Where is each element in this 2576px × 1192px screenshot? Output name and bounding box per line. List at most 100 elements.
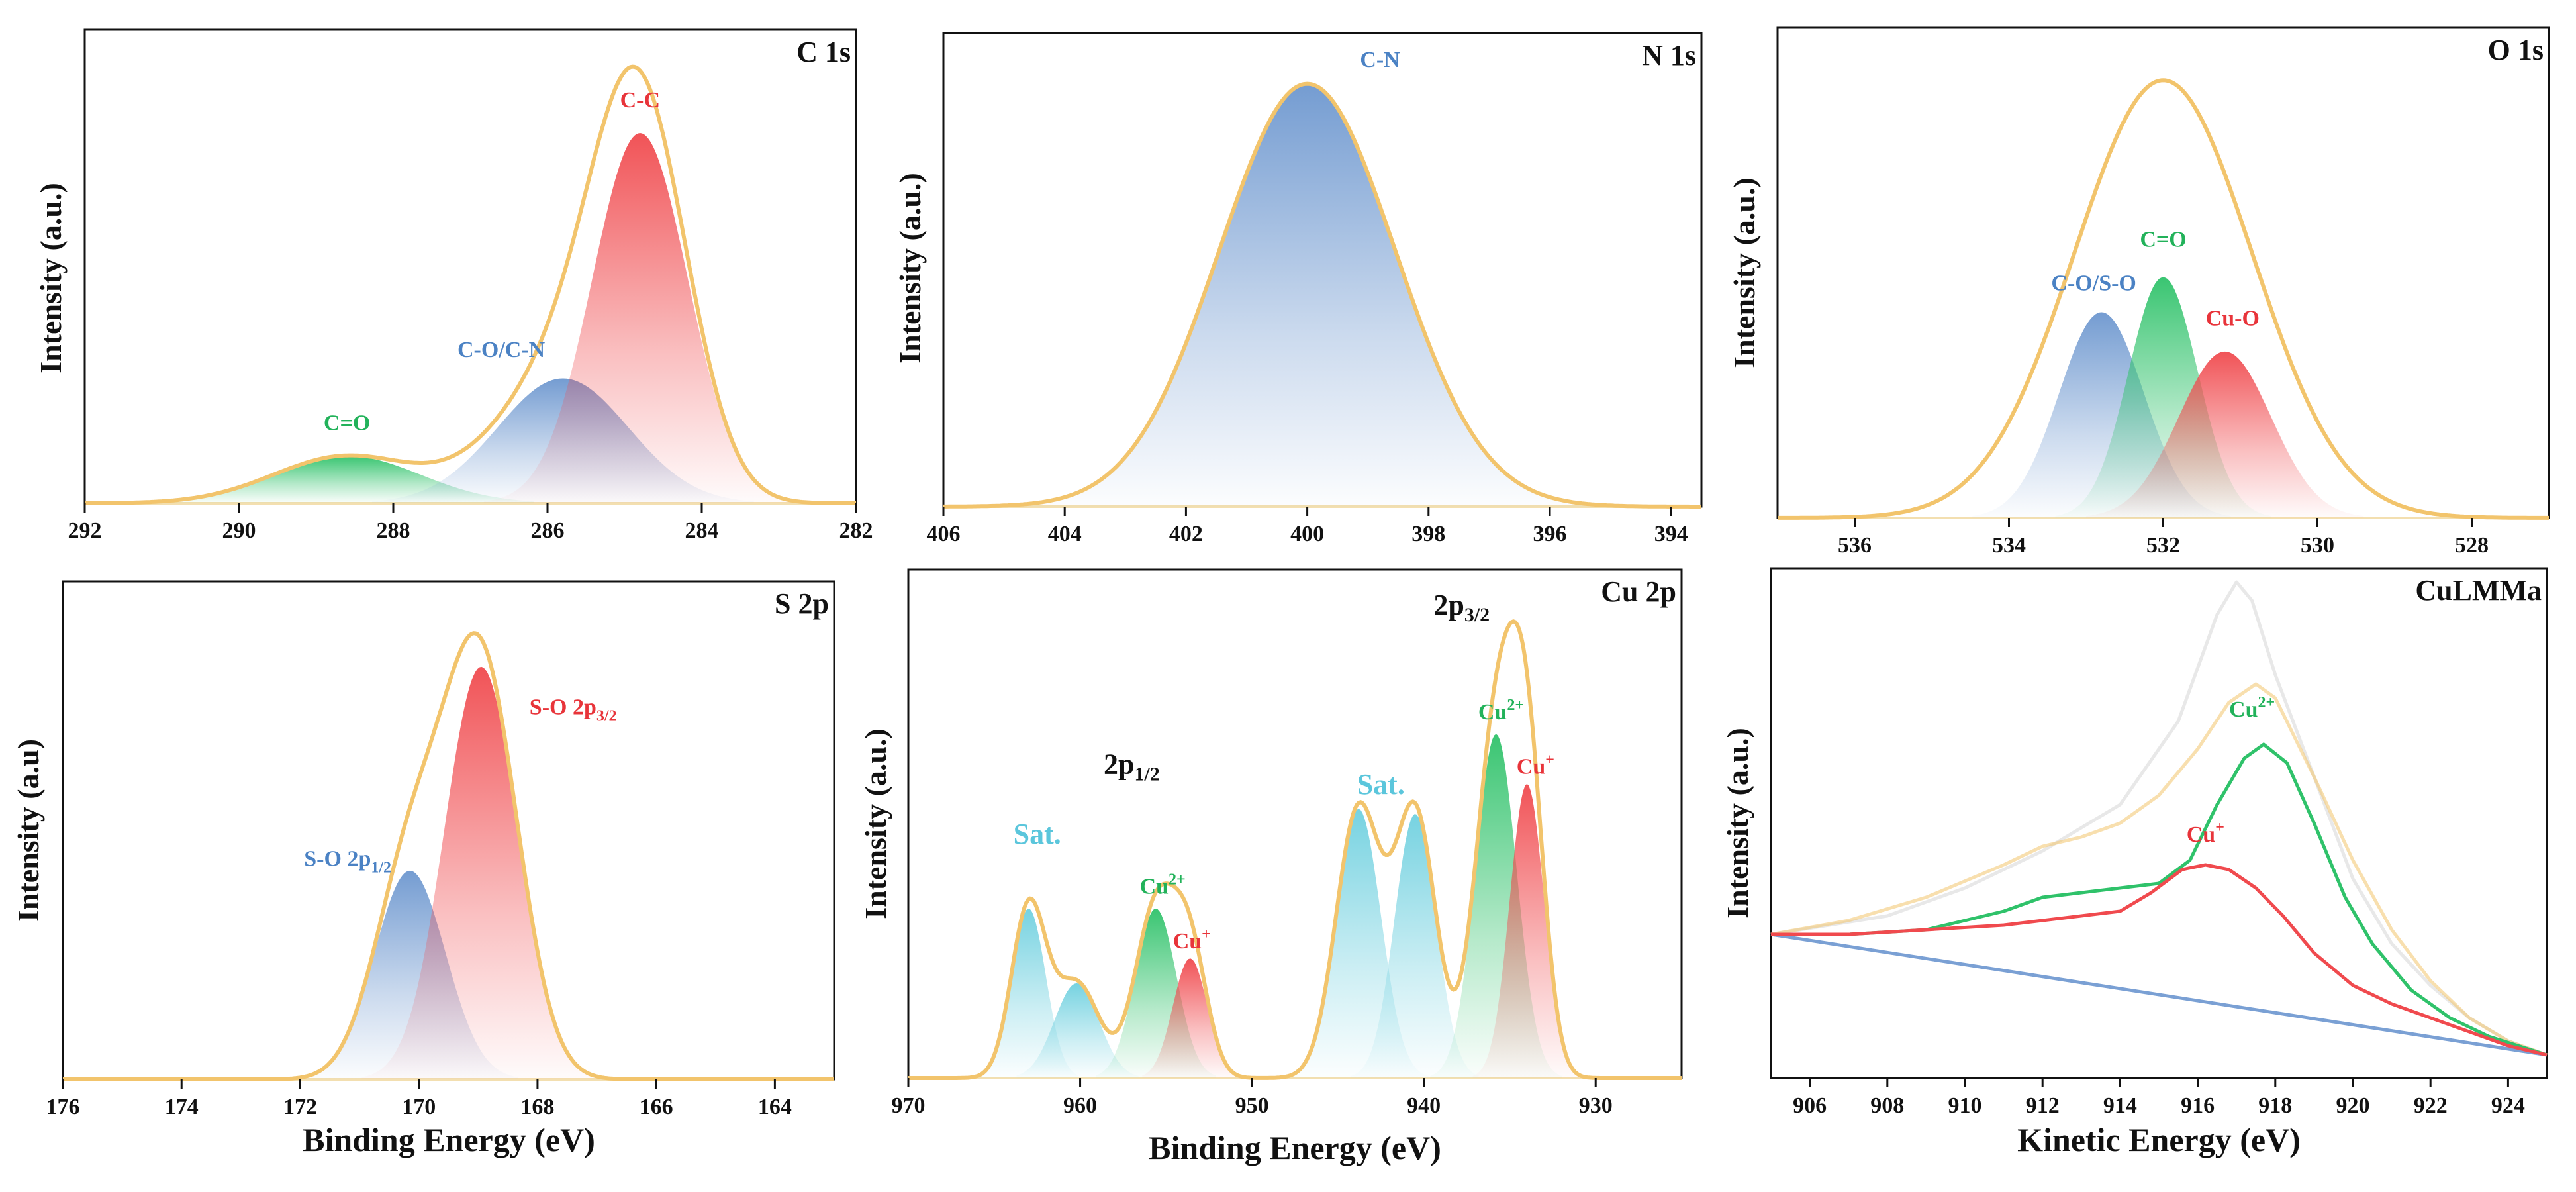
cu2p-annotation: Cu+ (1517, 752, 1554, 779)
panel-s2p: Intensity (a.u) Binding Energy (eV) 176 1… (11, 580, 835, 1158)
n1s-envelope (943, 81, 1701, 509)
n1s-tick-label: 404 (1048, 522, 1082, 546)
cu2p-annotation: Sat. (1357, 768, 1405, 801)
panel-o1s: Intensity (a.u.) 536 534 532 530 528 O 1s C-O/… (1727, 26, 2550, 558)
o1s-annotation: C-O/S-O (2051, 271, 2136, 295)
c1s-ylabel: Intensity (a.u.) (34, 183, 68, 373)
c1s-tick-label: 284 (685, 519, 719, 543)
cu2p-tick-label: 950 (1235, 1093, 1269, 1118)
culmm-series-3 (1771, 742, 2548, 1057)
culmm-tick-label: 924 (2491, 1093, 2525, 1118)
o1s-annotation: C=O (2140, 227, 2186, 252)
o1s-tick-label: 528 (2455, 533, 2489, 558)
culmm-tick-label: 920 (2336, 1093, 2370, 1118)
o1s-tick-label: 530 (2301, 533, 2334, 558)
c1s-tick-label: 290 (222, 519, 256, 543)
cu2p-tick-label: 930 (1579, 1093, 1613, 1118)
cu2p-annotation: Cu2+ (1140, 871, 1186, 899)
panel-c1s: Intensity (a.u.) 292 290 288 286 284 282 C 1s C… (34, 28, 873, 543)
s2p-tick-label: 170 (402, 1095, 436, 1119)
cu2p-annotation: Cu+ (1173, 926, 1211, 954)
s2p-tick-label: 174 (165, 1095, 199, 1119)
s2p-xlabel: Binding Energy (eV) (303, 1121, 595, 1158)
cu2p-component-7 (1472, 783, 1582, 1078)
o1s-tick-label: 532 (2146, 533, 2180, 558)
s2p-tick-label: 172 (283, 1095, 317, 1119)
cu2p-component-3 (1142, 958, 1239, 1078)
culmm-title: CuLMMa (2415, 574, 2542, 607)
o1s-ylabel: Intensity (a.u.) (1727, 177, 1761, 368)
c1s-title: C 1s (796, 36, 851, 68)
n1s-tick-label: 400 (1290, 522, 1324, 546)
c1s-tick-label: 292 (68, 519, 102, 543)
n1s-annotation: C-N (1360, 48, 1400, 72)
cu2p-component-1 (1016, 983, 1139, 1078)
s2p-annotation: S-O 2p1/2 (304, 847, 391, 877)
s2p-tick-label: 166 (640, 1095, 673, 1119)
culmm-series-2 (1770, 682, 2548, 1057)
culmm-tick-label: 910 (1948, 1093, 1982, 1118)
culmm-tick-label: 906 (1793, 1093, 1827, 1118)
cu2p-annotation: Sat. (1014, 818, 1061, 850)
n1s-title: N 1s (1642, 39, 1696, 72)
s2p-ylabel: Intensity (a.u) (11, 739, 45, 922)
cu2p-tick-label: 970 (892, 1093, 926, 1118)
c1s-annotation: C-C (620, 88, 660, 113)
c1s-frame (83, 28, 857, 505)
n1s-ylabel: Intensity (a.u.) (893, 173, 927, 364)
culmm-xlabel: Kinetic Energy (eV) (2017, 1121, 2301, 1158)
s2p-envelope (63, 631, 834, 1081)
n1s-tick-label: 394 (1654, 522, 1688, 546)
n1s-component-0 (1015, 83, 1599, 507)
cu2p-envelope (908, 619, 1682, 1080)
o1s-envelope (1778, 78, 2549, 520)
culmm-tick-label: 918 (2258, 1093, 2292, 1118)
o1s-tick-label: 534 (1992, 533, 2026, 558)
panel-culmm: Intensity (a.u.) Kinetic Energy (eV) 906… (1721, 567, 2548, 1158)
cu2p-annotation: 2p1/2 (1104, 748, 1160, 785)
c1s-component-2 (483, 133, 796, 503)
culmm-ylabel: Intensity (a.u.) (1721, 728, 1754, 919)
c1s-tick-label: 286 (531, 519, 565, 543)
c1s-tick-label: 288 (377, 519, 410, 543)
s2p-tick-label: 168 (520, 1095, 554, 1119)
cu2p-title: Cu 2p (1601, 575, 1676, 608)
culmm-tick-label: 914 (2103, 1093, 2137, 1118)
culmm-series-1 (1770, 580, 2548, 1057)
cu2p-ylabel: Intensity (a.u.) (859, 728, 892, 919)
culmm-tick-label: 916 (2181, 1093, 2215, 1118)
culmm-annotation: Cu2+ (2229, 694, 2275, 722)
cu2p-annotation: 2p3/2 (1433, 589, 1490, 626)
s2p-tick-label: 164 (758, 1095, 792, 1119)
o1s-component-2 (2086, 351, 2364, 518)
o1s-title: O 1s (2488, 34, 2544, 66)
culmm-tick-label: 912 (2026, 1093, 2060, 1118)
panel-cu2p: Intensity (a.u.) Binding Energy (eV) 970… (859, 568, 1683, 1166)
s2p-tick-label: 176 (46, 1095, 80, 1119)
o1s-tick-label: 536 (1838, 533, 1872, 558)
cu2p-tick-label: 960 (1063, 1093, 1097, 1118)
n1s-tick-label: 406 (927, 522, 961, 546)
culmm-tick-label: 908 (1870, 1093, 1904, 1118)
culmm-series-4 (1771, 863, 2548, 1057)
c1s-envelope (85, 64, 856, 505)
n1s-tick-label: 402 (1169, 522, 1203, 546)
cu2p-annotation: Cu2+ (1478, 697, 1524, 724)
culmm-frame (1770, 567, 2548, 1079)
cu2p-component-5 (1351, 814, 1479, 1078)
c1s-annotation: C-O/C-N (457, 338, 546, 362)
o1s-annotation: Cu-O (2206, 306, 2260, 330)
cu2p-xlabel: Binding Energy (eV) (1149, 1129, 1441, 1166)
culmm-series-0 (1770, 932, 2548, 1057)
cu2p-tick-label: 940 (1407, 1093, 1441, 1118)
culmm-annotation: Cu+ (2187, 819, 2224, 847)
n1s-tick-label: 396 (1533, 522, 1567, 546)
s2p-annotation: S-O 2p3/2 (530, 695, 617, 725)
c1s-annotation: C=O (324, 411, 370, 436)
panel-n1s: Intensity (a.u.) 406 404 402 400 398 396 394 N … (893, 32, 1703, 546)
s2p-title: S 2p (775, 587, 829, 620)
c1s-tick-label: 282 (839, 519, 873, 543)
n1s-tick-label: 398 (1411, 522, 1445, 546)
culmm-tick-label: 922 (2414, 1093, 2448, 1118)
